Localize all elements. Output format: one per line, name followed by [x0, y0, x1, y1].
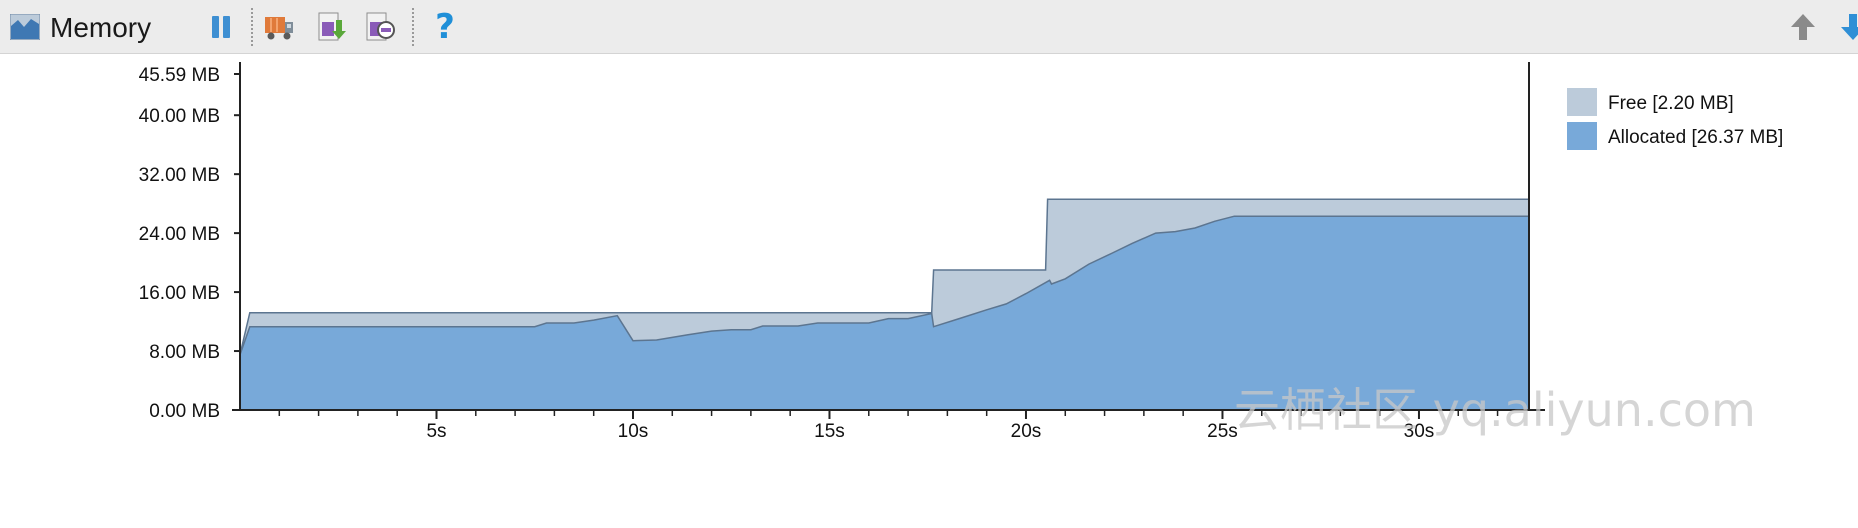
series-allocated-area	[240, 216, 1529, 410]
initiate-gc-button[interactable]	[262, 10, 296, 44]
x-tick-label: 10s	[618, 421, 649, 442]
start-allocation-tracking-button[interactable]	[362, 10, 396, 44]
legend: Free [2.20 MB] Allocated [26.37 MB]	[1567, 88, 1783, 150]
legend-label-allocated: Allocated [26.37 MB]	[1608, 127, 1783, 148]
y-axis-ticks: 0.00 MB 8.00 MB 16.00 MB 24.00 MB 32.00 MB 40…	[139, 65, 240, 422]
arrow-up-icon	[1791, 14, 1815, 40]
x-tick-label: 5s	[426, 421, 446, 442]
scroll-down-button[interactable]	[1836, 10, 1858, 44]
y-tick-label: 32.00 MB	[139, 165, 220, 186]
help-button[interactable]: ?	[428, 10, 462, 44]
toolbar-separator	[251, 8, 253, 46]
dump-java-heap-button[interactable]	[314, 10, 348, 44]
y-tick-label: 8.00 MB	[149, 342, 220, 363]
toolbar-separator	[412, 8, 414, 46]
arrow-down-icon	[1841, 14, 1858, 40]
series-free-outline	[239, 198, 1529, 355]
y-tick-label: 45.59 MB	[139, 65, 220, 86]
x-tick-label: 30s	[1404, 421, 1435, 442]
x-tick-label: 20s	[1011, 421, 1042, 442]
pause-button[interactable]	[204, 10, 238, 44]
x-tick-label: 25s	[1207, 421, 1238, 442]
y-tick-label: 16.00 MB	[139, 283, 220, 304]
memory-toolbar: Memory	[0, 0, 1858, 54]
legend-label-free: Free [2.20 MB]	[1608, 93, 1734, 114]
heap-dump-icon	[318, 12, 346, 41]
x-axis-ticks: 5s 10s 15s 20s 25s 30s	[278, 410, 1499, 442]
y-tick-label: 40.00 MB	[139, 106, 220, 127]
allocation-tracking-icon	[366, 12, 395, 41]
panel-title: Memory	[50, 12, 152, 43]
legend-swatch-free	[1567, 88, 1597, 116]
y-tick-label: 24.00 MB	[139, 224, 220, 245]
scroll-up-button[interactable]	[1786, 10, 1820, 44]
memory-chart-icon	[10, 14, 40, 40]
pause-icon	[212, 16, 230, 38]
x-tick-label: 15s	[814, 421, 845, 442]
help-icon: ?	[435, 7, 455, 47]
y-tick-label: 0.00 MB	[149, 401, 220, 422]
chart-areas	[239, 198, 1529, 410]
garbage-truck-icon	[265, 17, 293, 40]
series-allocated-outline	[239, 215, 1529, 355]
watermark: 云栖社区 yq.aliyun.com	[1234, 383, 1756, 437]
legend-swatch-allocated	[1567, 122, 1597, 150]
memory-chart: 0.00 MB 8.00 MB 16.00 MB 24.00 MB 32.00 MB 40…	[139, 62, 1783, 442]
